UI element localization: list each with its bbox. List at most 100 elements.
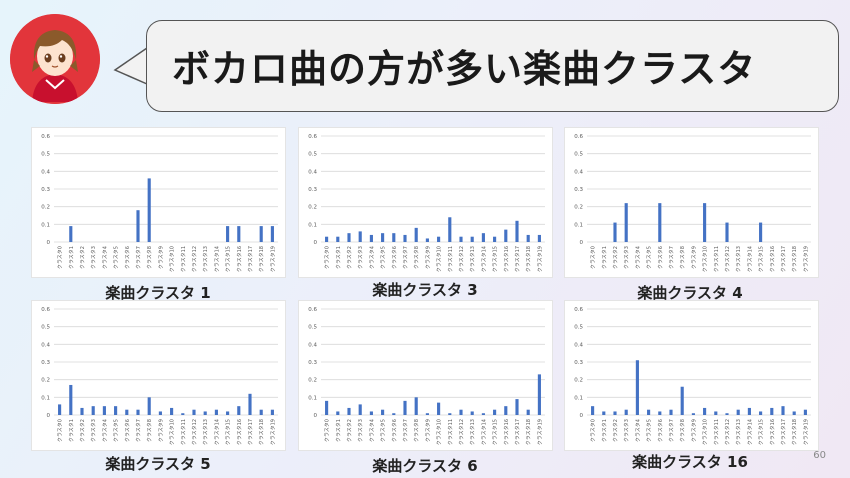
bar	[493, 409, 497, 415]
y-tick-label: 0.3	[308, 187, 317, 193]
bar	[781, 406, 785, 415]
chart-panel-1: 0 0.1 0.2 0.3 0.4 0.5 0.6 クラスタ0 クラスタ1 クラスタ2 クラスタ3 ク…	[31, 127, 286, 278]
chart-caption-4: 楽曲クラスタ 4	[637, 284, 743, 302]
x-tick-label: クラスタ2	[346, 246, 353, 269]
x-tick-label: クラスタ11	[447, 419, 454, 445]
x-tick-label: クラスタ1	[68, 246, 75, 269]
y-tick-label: 0.1	[41, 395, 50, 401]
bar-chart-cluster-5: 0 0.1 0.2 0.3 0.4 0.5 0.6 クラスタ0 クラスタ1 クラスタ2 クラスタ3 ク…	[41, 307, 278, 445]
x-tick-label: クラスタ2	[79, 419, 86, 442]
bar	[725, 413, 729, 415]
x-tick-label: クラスタ10	[436, 246, 443, 272]
y-tick-label: 0.5	[41, 152, 50, 158]
y-tick-label: 0.3	[41, 360, 50, 366]
bar	[214, 409, 218, 415]
x-tick-label: クラスタ6	[391, 419, 398, 442]
bar	[80, 407, 84, 415]
bar	[125, 409, 129, 415]
x-tick-label: クラスタ9	[690, 246, 697, 269]
x-tick-label: クラスタ17	[247, 419, 254, 445]
x-tick-label: クラスタ15	[758, 419, 765, 445]
x-tick-label: クラスタ0	[590, 419, 597, 442]
bar	[747, 407, 751, 415]
x-tick-label: クラスタ5	[380, 246, 387, 269]
x-tick-label: クラスタ10	[702, 419, 709, 445]
x-tick-label: クラスタ4	[101, 419, 108, 442]
x-tick-label: クラスタ3	[623, 419, 630, 442]
x-tick-label: クラスタ9	[157, 246, 164, 269]
bar	[147, 178, 151, 242]
bar	[325, 236, 329, 242]
y-tick-label: 0.4	[574, 342, 583, 348]
x-tick-label: クラスタ7	[402, 419, 409, 442]
bar	[270, 409, 274, 415]
y-tick-label: 0.3	[574, 187, 583, 193]
x-tick-label: クラスタ5	[646, 246, 653, 269]
x-tick-label: クラスタ14	[480, 246, 487, 272]
x-tick-label: クラスタ12	[724, 246, 731, 272]
bar	[537, 374, 541, 415]
bar	[259, 226, 263, 242]
x-tick-label: クラスタ2	[612, 246, 619, 269]
bar	[792, 411, 796, 415]
x-tick-label: クラスタ12	[191, 419, 198, 445]
x-tick-label: クラスタ7	[135, 419, 142, 442]
x-tick-label: クラスタ11	[180, 419, 187, 445]
bar	[248, 393, 252, 415]
bar	[425, 413, 429, 415]
x-tick-label: クラスタ18	[525, 419, 532, 445]
y-tick-label: 0.6	[41, 307, 50, 313]
bar	[658, 411, 662, 415]
x-tick-label: クラスタ1	[68, 419, 75, 442]
x-tick-label: クラスタ0	[324, 246, 331, 269]
x-tick-label: クラスタ17	[514, 419, 521, 445]
bar	[403, 234, 407, 242]
bar	[736, 409, 740, 415]
x-tick-label: クラスタ14	[480, 419, 487, 445]
bar	[270, 226, 274, 242]
y-tick-label: 0.6	[308, 307, 317, 313]
y-tick-label: 0.2	[41, 378, 50, 384]
speech-bubble	[146, 20, 839, 112]
x-tick-label: クラスタ19	[802, 246, 809, 272]
bar	[459, 236, 463, 242]
bar	[703, 203, 707, 242]
bar	[613, 411, 617, 415]
character-avatar-icon	[10, 14, 100, 104]
bar	[336, 236, 340, 242]
x-tick-label: クラスタ16	[236, 246, 243, 272]
x-tick-label: クラスタ15	[758, 246, 765, 272]
bar	[91, 406, 95, 415]
x-tick-label: クラスタ0	[57, 419, 64, 442]
y-tick-label: 0	[580, 413, 584, 419]
x-tick-label: クラスタ1	[601, 419, 608, 442]
bar	[680, 386, 684, 415]
bar	[515, 399, 519, 415]
bar	[437, 236, 441, 242]
y-tick-label: 0.5	[308, 325, 317, 331]
bar	[414, 227, 418, 242]
x-tick-label: クラスタ0	[590, 246, 597, 269]
bar	[635, 360, 639, 415]
bar	[515, 220, 519, 242]
x-tick-label: クラスタ13	[469, 246, 476, 272]
y-tick-label: 0.6	[308, 134, 317, 140]
x-tick-label: クラスタ16	[236, 419, 243, 445]
x-tick-label: クラスタ5	[380, 419, 387, 442]
bar	[69, 384, 73, 415]
bar	[537, 234, 541, 242]
x-tick-label: クラスタ0	[57, 246, 64, 269]
bar	[381, 409, 385, 415]
x-tick-label: クラスタ5	[646, 419, 653, 442]
x-tick-label: クラスタ8	[146, 419, 153, 442]
x-tick-label: クラスタ18	[791, 246, 798, 272]
y-tick-label: 0.4	[574, 169, 583, 175]
y-tick-label: 0.2	[41, 205, 50, 211]
x-tick-label: クラスタ19	[269, 419, 276, 445]
x-tick-label: クラスタ10	[702, 246, 709, 272]
x-tick-label: クラスタ8	[679, 419, 686, 442]
chart-panel-4: 0 0.1 0.2 0.3 0.4 0.5 0.6 クラスタ0 クラスタ1 クラスタ2 クラスタ3 ク…	[564, 127, 819, 278]
y-tick-label: 0.1	[308, 222, 317, 228]
y-tick-label: 0.5	[574, 325, 583, 331]
bar-chart-cluster-4: 0 0.1 0.2 0.3 0.4 0.5 0.6 クラスタ0 クラスタ1 クラスタ2 クラスタ3 ク…	[574, 134, 811, 272]
